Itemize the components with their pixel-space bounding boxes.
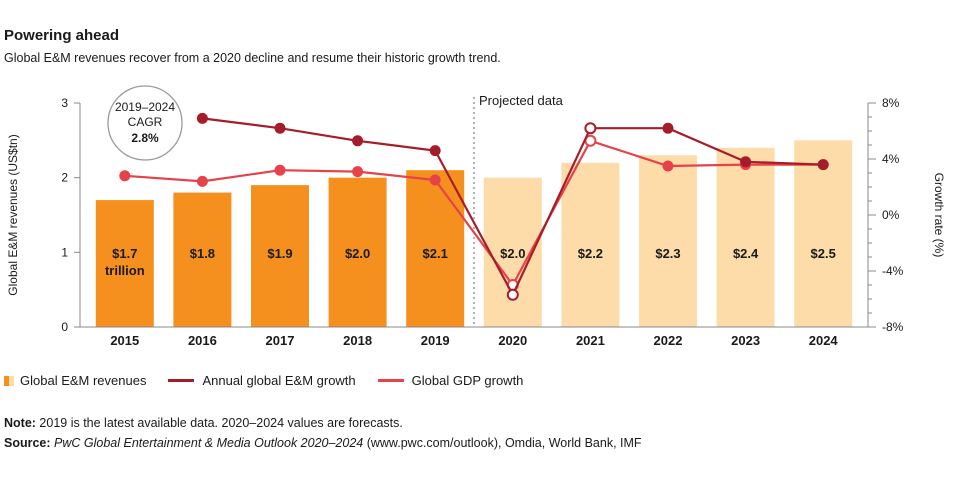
- bar-2021: [561, 162, 620, 327]
- bar-label-2024: $2.5: [811, 246, 836, 261]
- x-tick-label-2020: 2020: [498, 333, 527, 348]
- bar-2023: [716, 147, 775, 327]
- series-point-annual-growth-2020: [506, 288, 519, 301]
- legend-swatch-annual-growth: [168, 379, 195, 382]
- series-point-gdp-growth-2016: [196, 175, 208, 187]
- legend-swatch-revenues: [4, 375, 14, 386]
- series-point-gdp-growth-2019: [429, 174, 441, 186]
- series-point-annual-growth-2016: [196, 112, 208, 124]
- bar-label-2019: $2.1: [423, 246, 448, 261]
- source-label: Source:: [4, 436, 51, 450]
- x-tick-label-2022: 2022: [654, 333, 683, 348]
- left-axis-tick-label: 3: [61, 96, 68, 110]
- legend-item-revenues: Global E&M revenues: [4, 373, 146, 388]
- bar-series: $1.7 trillion $1.8 $1.9 $2.0 $2.1 $2.0 $2.2 $2.3…: [80, 140, 868, 328]
- chart-svg: 0 1 2 3 -8% -4% 0% 4% 8% $1.7 trillion $1.8 $1.9 $2…: [6, 85, 946, 348]
- chart-legend: Global E&M revenues Annual global E&M gr…: [4, 373, 545, 388]
- series-point-annual-growth-2018: [352, 135, 364, 147]
- source-line: Source: PwC Global Entertainment & Media…: [4, 436, 642, 450]
- x-axis-labels: 2015 2016 2017 2018 2019 2020 2021 2022 2023 2024: [110, 333, 838, 348]
- source-text: (www.pwc.com/outlook), Omdia, World Bank…: [363, 436, 642, 450]
- projected-label: Projected data: [479, 93, 564, 108]
- bar-label-2017: $1.9: [267, 246, 292, 261]
- left-axis: 0 1 2 3: [61, 96, 81, 334]
- bar-label-2023: $2.4: [733, 246, 759, 261]
- x-tick-label-2016: 2016: [188, 333, 217, 348]
- left-axis-tick-label: 2: [61, 171, 68, 185]
- bar-label-trillion: trillion: [105, 263, 145, 278]
- x-tick-label-2019: 2019: [421, 333, 450, 348]
- right-axis-tick-label: -4%: [882, 264, 904, 278]
- line-series: [119, 112, 829, 301]
- bar-label-2021: $2.2: [578, 246, 603, 261]
- bar-label-2016: $1.8: [190, 246, 215, 261]
- bar-2024: [794, 140, 853, 327]
- right-axis-tick-label: 8%: [882, 96, 900, 110]
- bar-2016: [173, 192, 232, 327]
- cagr-value: 2.8%: [131, 131, 159, 145]
- bar-2015: [95, 200, 154, 327]
- series-point-annual-growth-2021: [584, 122, 597, 135]
- series-point-annual-growth-2023: [740, 156, 752, 168]
- chart-subtitle: Global E&M revenues recover from a 2020 …: [4, 51, 501, 65]
- bar-2017: [251, 185, 309, 327]
- bar-label-2018: $2.0: [345, 246, 370, 261]
- bar-2019: [406, 170, 465, 327]
- footnote: Note: 2019 is the latest available data.…: [4, 416, 403, 430]
- left-axis-tick-label: 0: [61, 320, 68, 334]
- x-tick-label-2024: 2024: [809, 333, 839, 348]
- series-point-annual-growth-2017: [274, 122, 286, 134]
- right-axis-tick-label: 0%: [882, 208, 900, 222]
- cagr-label: CAGR: [128, 115, 163, 129]
- bar-label-2020: $2.0: [500, 246, 525, 261]
- source-title: PwC Global Entertainment & Media Outlook…: [50, 436, 364, 450]
- series-point-annual-growth-2019: [429, 145, 441, 157]
- right-axis-tick-label: 4%: [882, 152, 900, 166]
- x-tick-label-2018: 2018: [343, 333, 372, 348]
- y-axis-label-left: Global E&M revenues (US$tn): [6, 134, 20, 295]
- bar-label-2015: $1.7: [112, 246, 137, 261]
- x-tick-label-2021: 2021: [576, 333, 605, 348]
- legend-label-gdp-growth: Global GDP growth: [411, 373, 524, 388]
- series-line-gdp-growth: [124, 139, 824, 288]
- x-tick-label-2015: 2015: [110, 333, 139, 348]
- legend-item-gdp-growth: Global GDP growth: [377, 373, 524, 388]
- chart-title: Powering ahead: [4, 27, 120, 44]
- y-axis-label-right: Growth rate (%): [932, 173, 946, 258]
- bar-2022: [639, 155, 697, 327]
- series-point-annual-growth-2022: [662, 122, 674, 134]
- left-axis-tick-label: 1: [61, 245, 68, 259]
- note-text: 2019 is the latest available data. 2020–…: [35, 416, 403, 430]
- bar-label-2022: $2.3: [655, 246, 680, 261]
- note-label: Note:: [4, 416, 36, 430]
- bar-2018: [328, 177, 387, 327]
- cagr-circle: [107, 85, 183, 161]
- legend-label-annual-growth: Annual global E&M growth: [202, 373, 356, 388]
- cagr-years: 2019–2024: [115, 100, 175, 114]
- legend-label-revenues: Global E&M revenues: [20, 373, 147, 388]
- series-point-annual-growth-2024: [817, 159, 829, 171]
- series-point-gdp-growth-2022: [662, 160, 674, 172]
- series-point-gdp-growth-2018: [352, 166, 364, 178]
- x-tick-label-2017: 2017: [266, 333, 295, 348]
- x-tick-label-2023: 2023: [731, 333, 760, 348]
- legend-item-annual-growth: Annual global E&M growth: [168, 373, 356, 388]
- series-point-gdp-growth-2015: [119, 170, 131, 182]
- legend-swatch-gdp-growth: [377, 379, 404, 382]
- right-axis-tick-label: -8%: [882, 320, 904, 334]
- series-point-gdp-growth-2017: [274, 164, 286, 176]
- right-axis: -8% -4% 0% 4% 8%: [867, 96, 904, 334]
